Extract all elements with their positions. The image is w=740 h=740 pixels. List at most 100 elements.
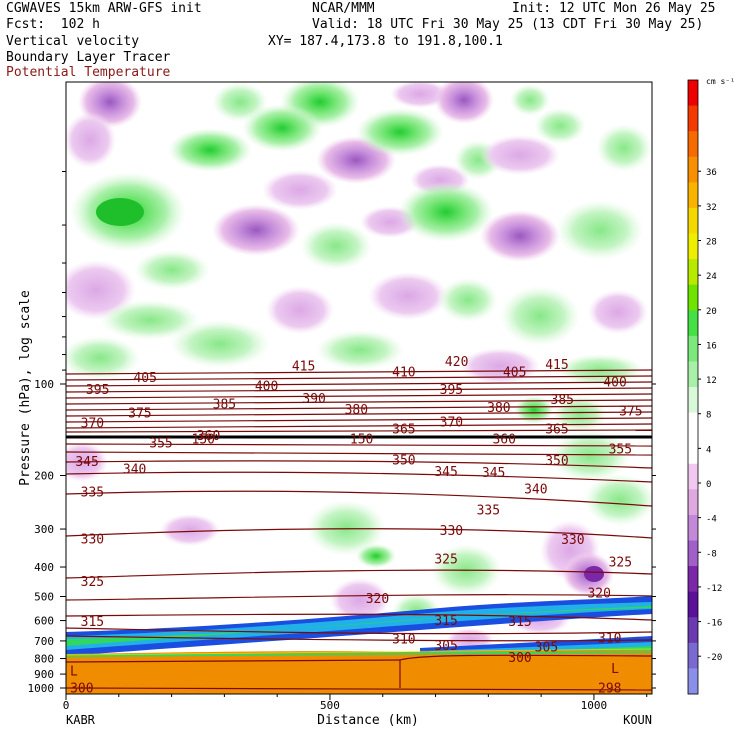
theta-label: L (70, 664, 78, 679)
theta-label: 150 (192, 432, 215, 447)
theta-label: 380 (487, 401, 510, 416)
forecast-hour: Fcst: 102 h (6, 17, 100, 32)
colorbar-label: 24 (706, 272, 717, 282)
colorbar-swatch (688, 412, 698, 439)
theta-label: 310 (598, 632, 621, 647)
theta-label: 415 (292, 360, 315, 375)
theta-label: 345 (75, 455, 98, 470)
colorbar-swatch (688, 259, 698, 286)
x-tick-label: 500 (320, 699, 340, 712)
theta-label: 330 (81, 532, 104, 547)
x-axis: 0 500 1000 (63, 694, 648, 712)
y-tick-label: 600 (34, 615, 54, 628)
theta-label: 370 (81, 417, 104, 432)
colorbar-swatch (688, 387, 698, 414)
theta-label: 325 (434, 553, 457, 568)
colorbar-label: 4 (706, 445, 711, 455)
cross-section-xy: XY= 187.4,173.8 to 191.8,100.1 (268, 34, 503, 49)
colorbar-swatch (688, 207, 698, 234)
theta-label: 150 (350, 432, 373, 447)
colorbar-frame (687, 79, 699, 695)
colorbar-swatch (688, 335, 698, 362)
theta-label: 395 (86, 383, 109, 398)
theta-label: 305 (434, 639, 457, 654)
theta-label: 380 (345, 403, 368, 418)
colorbar-swatch (688, 284, 698, 311)
init-time: Init: 12 UTC Mon 26 May 25 (512, 1, 716, 16)
colorbar-label: -4 (706, 515, 717, 525)
colorbar-swatch (688, 463, 698, 490)
theta-label: 340 (524, 483, 547, 498)
theta-label: 375 (128, 406, 151, 421)
field-boundary-layer-tracer: Boundary Layer Tracer (6, 50, 171, 65)
x-tick-label: 0 (63, 699, 70, 712)
colorbar-label: 12 (706, 376, 717, 386)
theta-label: L (611, 662, 619, 677)
colorbar-swatch (688, 566, 698, 593)
y-tick-label: 700 (34, 635, 54, 648)
theta-label: 415 (545, 358, 568, 373)
theta-label: 390 (302, 392, 325, 407)
colorbar-label: 36 (706, 168, 717, 178)
theta-label: 360 (492, 432, 515, 447)
theta-label: 365 (392, 422, 415, 437)
y-tick-label: 200 (34, 470, 54, 483)
colorbar-swatch (688, 489, 698, 516)
colorbar-label: 0 (706, 480, 711, 490)
theta-label: 335 (81, 486, 104, 501)
theta-label: 375 (619, 404, 642, 419)
colorbar-label: 28 (706, 238, 717, 248)
y-tick-label: 500 (34, 590, 54, 603)
theta-label: 350 (392, 453, 415, 468)
y-axis-label: Pressure (hPa), log scale (18, 290, 33, 486)
plot-frame (65, 81, 653, 695)
theta-label: 395 (440, 383, 463, 398)
colorbar-swatch (688, 361, 698, 388)
colorbar-swatch (688, 182, 698, 209)
theta-label: 385 (213, 398, 236, 413)
theta-label: 350 (545, 454, 568, 469)
theta-label: 370 (440, 416, 463, 431)
theta-label: 330 (440, 524, 463, 539)
colorbar-swatch (688, 514, 698, 541)
colorbar-label: -8 (706, 549, 717, 559)
colorbar-swatch (688, 156, 698, 183)
y-tick-label: 300 (34, 523, 54, 536)
colorbar-label: -16 (706, 619, 722, 629)
colorbar: 36 32 28 24 20 16 12 8 4 0 -4 -8 -12 -16 -20 (687, 79, 722, 695)
theta-label: 335 (477, 504, 500, 519)
colorbar-label: 20 (706, 307, 717, 317)
theta-label: 298 (598, 681, 621, 696)
colorbar-swatch (688, 105, 698, 132)
theta-label: 420 (445, 355, 468, 370)
colorbar-swatch (688, 233, 698, 260)
colorbar-swatch (688, 668, 698, 695)
x-tick-label: 1000 (581, 699, 608, 712)
colorbar-swatch (688, 131, 698, 158)
colorbar-swatch (688, 438, 698, 465)
colorbar-label: -20 (706, 653, 722, 663)
colorbar-swatch (688, 540, 698, 567)
colorbar-swatch (688, 80, 698, 107)
colorbar-swatch (688, 617, 698, 644)
field-potential-temperature: Potential Temperature (6, 65, 171, 80)
theta-label: 400 (603, 375, 626, 390)
model-title: CGWAVES 15km ARW-GFS init (6, 1, 202, 16)
theta-label: 315 (434, 614, 457, 629)
theta-label: 300 (508, 651, 531, 666)
theta-label: 340 (123, 463, 146, 478)
theta-label: 300 (70, 681, 93, 696)
y-tick-label: 900 (34, 668, 54, 681)
theta-label: 320 (366, 592, 389, 607)
y-tick-label: 800 (34, 653, 54, 666)
theta-label: 410 (392, 366, 415, 381)
theta-label: 325 (81, 575, 104, 590)
theta-label: 385 (551, 393, 574, 408)
theta-label: 305 (535, 640, 558, 655)
y-tick-label: 1000 (28, 682, 55, 695)
org-label: NCAR/MMM (312, 1, 375, 16)
theta-label: 355 (609, 443, 632, 458)
field-vertical-velocity: Vertical velocity (6, 34, 140, 49)
